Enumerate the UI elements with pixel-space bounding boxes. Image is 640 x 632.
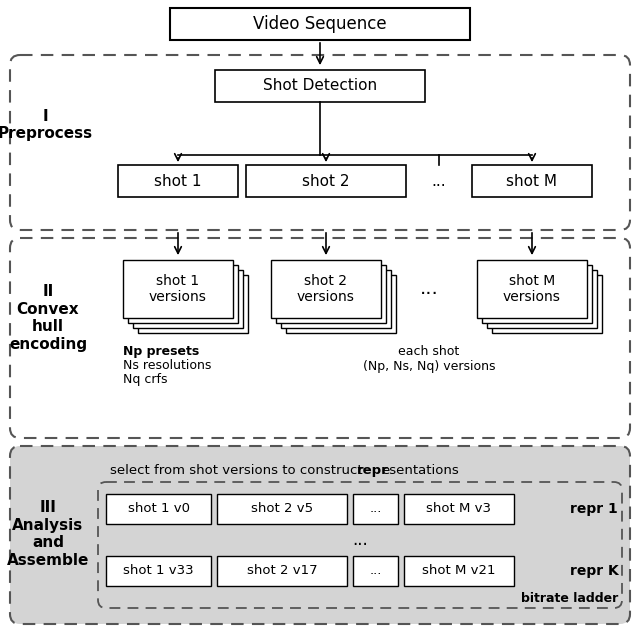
Bar bbox=[487, 270, 597, 328]
Text: ...: ... bbox=[420, 279, 438, 298]
Bar bbox=[118, 165, 238, 197]
Bar bbox=[353, 494, 398, 524]
Bar bbox=[492, 275, 602, 333]
Text: repr 1: repr 1 bbox=[570, 502, 618, 516]
Bar bbox=[170, 8, 470, 40]
Text: select from shot versions to construct: select from shot versions to construct bbox=[110, 464, 367, 477]
Text: shot 1: shot 1 bbox=[154, 174, 202, 188]
Text: repr: repr bbox=[357, 464, 388, 477]
Bar bbox=[106, 556, 211, 586]
Bar bbox=[106, 494, 211, 524]
Text: shot 2: shot 2 bbox=[302, 174, 349, 188]
Text: shot M v3: shot M v3 bbox=[426, 502, 492, 516]
Bar bbox=[404, 494, 514, 524]
Bar bbox=[276, 265, 386, 323]
FancyBboxPatch shape bbox=[10, 55, 630, 230]
Bar bbox=[404, 556, 514, 586]
Text: shot M v21: shot M v21 bbox=[422, 564, 496, 578]
Bar bbox=[246, 165, 406, 197]
Bar bbox=[217, 494, 347, 524]
Bar bbox=[472, 165, 592, 197]
Text: shot M: shot M bbox=[506, 174, 557, 188]
FancyBboxPatch shape bbox=[10, 446, 630, 624]
Text: ...: ... bbox=[369, 564, 381, 578]
Text: III
Analysis
and
Assemble: III Analysis and Assemble bbox=[7, 501, 89, 568]
Text: shot 1
versions: shot 1 versions bbox=[149, 274, 207, 304]
Bar bbox=[215, 70, 425, 102]
Text: bitrate ladder: bitrate ladder bbox=[522, 592, 619, 604]
Bar bbox=[286, 275, 396, 333]
Text: shot 2
versions: shot 2 versions bbox=[297, 274, 355, 304]
Bar bbox=[133, 270, 243, 328]
Bar bbox=[217, 556, 347, 586]
Text: esentations: esentations bbox=[381, 464, 459, 477]
Text: shot 1 v0: shot 1 v0 bbox=[127, 502, 189, 516]
Bar bbox=[482, 265, 592, 323]
Text: ...: ... bbox=[432, 174, 446, 188]
Text: shot 2 v5: shot 2 v5 bbox=[251, 502, 313, 516]
Text: I
Preprocess: I Preprocess bbox=[0, 109, 93, 141]
Text: repr K: repr K bbox=[570, 564, 618, 578]
Text: Nq crfs: Nq crfs bbox=[123, 373, 168, 386]
Text: ...: ... bbox=[369, 502, 381, 516]
Text: II
Convex
hull
encoding: II Convex hull encoding bbox=[9, 284, 87, 351]
Bar bbox=[353, 556, 398, 586]
Bar bbox=[281, 270, 391, 328]
Bar bbox=[138, 275, 248, 333]
Text: ...: ... bbox=[352, 531, 368, 549]
Text: Shot Detection: Shot Detection bbox=[263, 78, 377, 94]
Bar bbox=[128, 265, 238, 323]
Text: Video Sequence: Video Sequence bbox=[253, 15, 387, 33]
FancyBboxPatch shape bbox=[98, 482, 622, 608]
Bar bbox=[123, 260, 233, 318]
Text: shot 2 v17: shot 2 v17 bbox=[246, 564, 317, 578]
Bar bbox=[477, 260, 587, 318]
Text: each shot
(Np, Ns, Nq) versions: each shot (Np, Ns, Nq) versions bbox=[363, 345, 495, 373]
Text: shot 1 v33: shot 1 v33 bbox=[123, 564, 194, 578]
Bar bbox=[271, 260, 381, 318]
Text: shot M
versions: shot M versions bbox=[503, 274, 561, 304]
Text: Ns resolutions: Ns resolutions bbox=[123, 359, 211, 372]
FancyBboxPatch shape bbox=[10, 238, 630, 438]
Text: Np presets: Np presets bbox=[123, 345, 199, 358]
